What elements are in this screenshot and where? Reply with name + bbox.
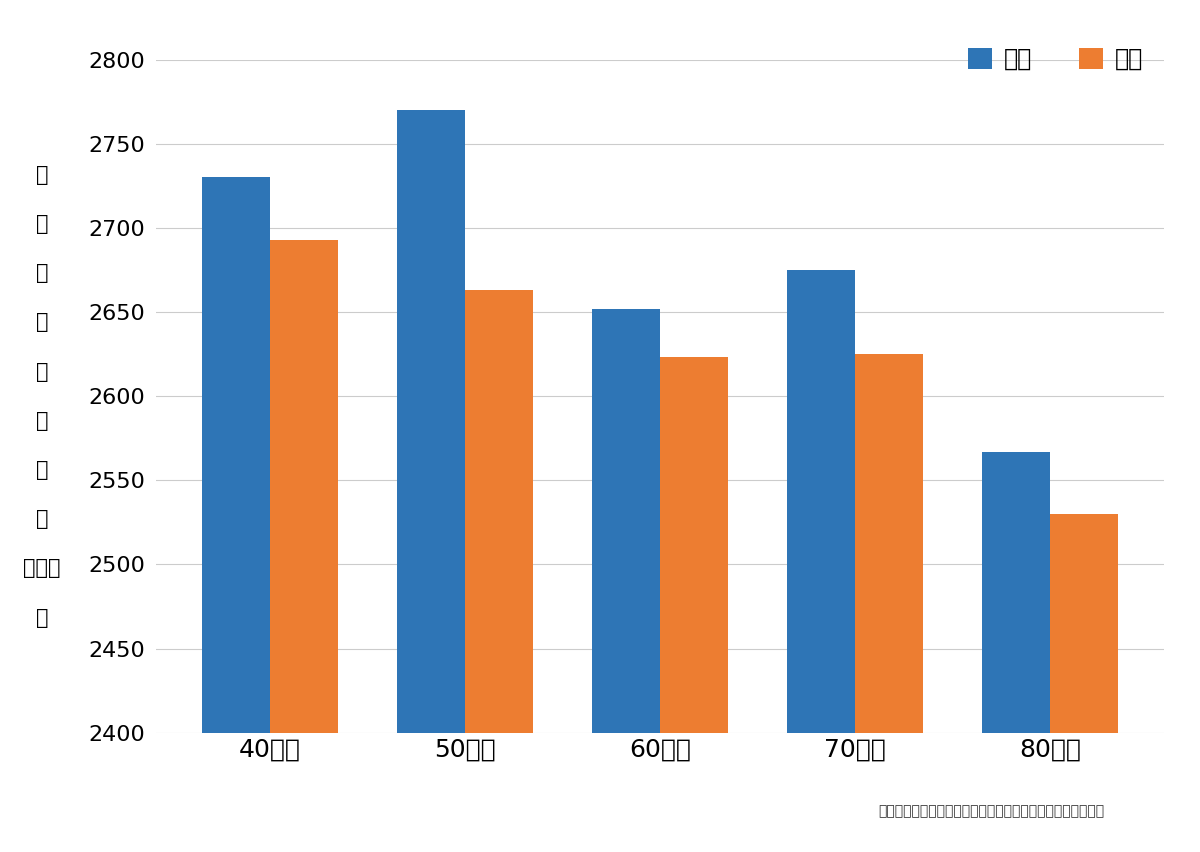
Bar: [466, 291, 533, 852]
Text: （注）黒目の細胞とは、「角膜内皮細胞」のことをいいます: （注）黒目の細胞とは、「角膜内皮細胞」のことをいいます: [878, 804, 1104, 818]
Bar: [397, 110, 466, 852]
Bar: [660, 358, 728, 852]
Bar: [854, 354, 923, 852]
Text: 細: 細: [36, 361, 48, 382]
Text: 黒: 黒: [36, 214, 48, 234]
Bar: [1050, 514, 1118, 852]
Text: 【: 【: [36, 164, 48, 185]
Text: 胞: 胞: [36, 411, 48, 431]
Bar: [270, 239, 338, 852]
Text: の: の: [36, 313, 48, 332]
Bar: [592, 308, 660, 852]
Text: 数: 数: [36, 509, 48, 529]
Text: の: の: [36, 460, 48, 480]
Bar: [787, 270, 854, 852]
Text: 】: 】: [36, 607, 48, 628]
Text: 目: 目: [36, 263, 48, 283]
Bar: [982, 452, 1050, 852]
Text: （注）: （注）: [23, 558, 61, 579]
Bar: [202, 177, 270, 852]
Legend: 男性, 女性: 男性, 女性: [959, 37, 1152, 81]
